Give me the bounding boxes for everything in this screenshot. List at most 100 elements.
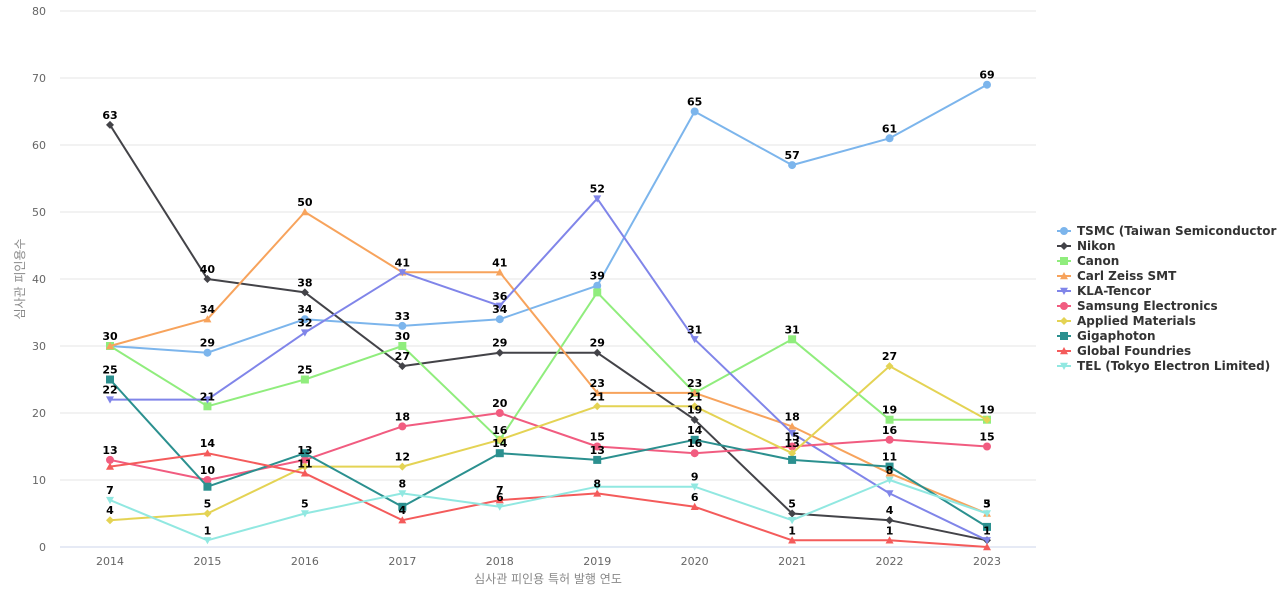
legend-item[interactable]: Carl Zeiss SMT	[1057, 269, 1177, 283]
data-point	[983, 415, 991, 424]
legend-marker	[1060, 317, 1068, 325]
legend-marker	[1060, 347, 1068, 355]
data-point	[690, 107, 699, 116]
legend-item[interactable]: Nikon	[1057, 239, 1116, 253]
y-tick-label: 40	[32, 273, 46, 286]
legend-marker	[1060, 242, 1068, 250]
data-label: 38	[297, 276, 312, 289]
data-point	[885, 134, 894, 143]
series-line	[109, 378, 988, 528]
data-point	[690, 435, 699, 444]
data-label: 1	[788, 524, 796, 537]
data-label: 25	[297, 364, 312, 377]
data-point	[398, 490, 407, 498]
legend-item[interactable]: Samsung Electronics	[1057, 299, 1218, 313]
data-point	[495, 315, 504, 324]
data-point	[788, 161, 797, 170]
legend: TSMC (Taiwan Semiconductor ...NikonCanon…	[1057, 224, 1280, 373]
data-point	[203, 315, 212, 323]
data-point	[983, 543, 991, 551]
data-label: 34	[297, 303, 313, 316]
x-tick-label: 2017	[388, 555, 416, 568]
data-point	[203, 482, 212, 491]
data-point	[495, 348, 504, 357]
data-label: 50	[297, 196, 313, 209]
data-point	[593, 288, 602, 297]
data-point	[885, 462, 894, 471]
data-point	[690, 502, 699, 510]
x-tick-label: 2023	[973, 555, 1001, 568]
data-point	[593, 281, 602, 290]
data-label: 7	[106, 484, 114, 497]
legend-label: Nikon	[1077, 239, 1116, 253]
legend-marker	[1060, 362, 1068, 370]
data-label: 57	[784, 149, 799, 162]
x-tick-label: 2015	[193, 555, 221, 568]
data-label: 31	[784, 323, 799, 336]
data-label: 63	[102, 109, 117, 122]
series-7	[106, 375, 991, 531]
data-label: 14	[492, 437, 508, 450]
legend-marker	[1060, 302, 1068, 310]
series-line	[110, 197, 988, 542]
data-point	[495, 503, 504, 511]
legend-item[interactable]: Canon	[1057, 254, 1119, 268]
data-label: 16	[882, 424, 898, 437]
data-point	[398, 269, 407, 277]
x-tick-label: 2014	[96, 555, 124, 568]
data-point	[885, 476, 894, 484]
legend-item[interactable]: KLA-Tencor	[1057, 284, 1151, 298]
data-label: 31	[687, 323, 702, 336]
data-label: 5	[301, 498, 309, 511]
legend-label: TSMC (Taiwan Semiconductor ...	[1077, 224, 1280, 238]
data-point	[593, 489, 602, 497]
data-label: 13	[784, 437, 799, 450]
legend-item[interactable]: Gigaphoton	[1057, 329, 1156, 343]
data-point	[300, 288, 309, 297]
y-tick-label: 30	[32, 340, 46, 353]
data-point	[593, 455, 602, 464]
data-point	[983, 510, 991, 518]
y-tick-label: 60	[32, 139, 46, 152]
data-point	[495, 268, 504, 276]
data-label: 5	[983, 498, 991, 511]
data-label: 15	[979, 431, 994, 444]
x-tick-label: 2016	[291, 555, 319, 568]
legend-marker	[1060, 287, 1068, 295]
data-label: 34	[200, 303, 216, 316]
series-1	[106, 120, 991, 545]
data-point	[495, 496, 504, 504]
legend-item[interactable]: Global Foundries	[1057, 344, 1191, 358]
legend-item[interactable]: TEL (Tokyo Electron Limited)	[1057, 359, 1270, 373]
series-3	[106, 208, 991, 517]
data-point	[690, 388, 699, 397]
grid-lines	[60, 10, 1036, 548]
data-point	[788, 442, 797, 451]
series-2	[106, 288, 991, 444]
data-label: 29	[200, 337, 215, 350]
data-point	[300, 208, 309, 216]
data-label: 27	[882, 350, 897, 363]
data-point	[398, 422, 407, 431]
y-tick-label: 80	[32, 5, 46, 18]
data-point	[300, 455, 309, 464]
data-label: 12	[395, 451, 410, 464]
data-point	[495, 302, 504, 310]
legend-item[interactable]: TSMC (Taiwan Semiconductor ...	[1057, 224, 1280, 238]
data-label: 39	[590, 270, 605, 283]
data-label: 1	[983, 524, 991, 537]
data-point	[690, 336, 699, 344]
data-label: 30	[102, 330, 118, 343]
y-axis-title: 심사관 피인용수	[13, 238, 27, 319]
data-point	[398, 462, 407, 471]
data-point	[106, 455, 114, 464]
data-point	[885, 516, 894, 525]
legend-item[interactable]: Applied Materials	[1057, 314, 1196, 328]
data-label: 69	[979, 69, 994, 82]
data-label: 16	[492, 424, 508, 437]
data-label: 41	[492, 256, 507, 269]
data-point	[106, 375, 114, 384]
